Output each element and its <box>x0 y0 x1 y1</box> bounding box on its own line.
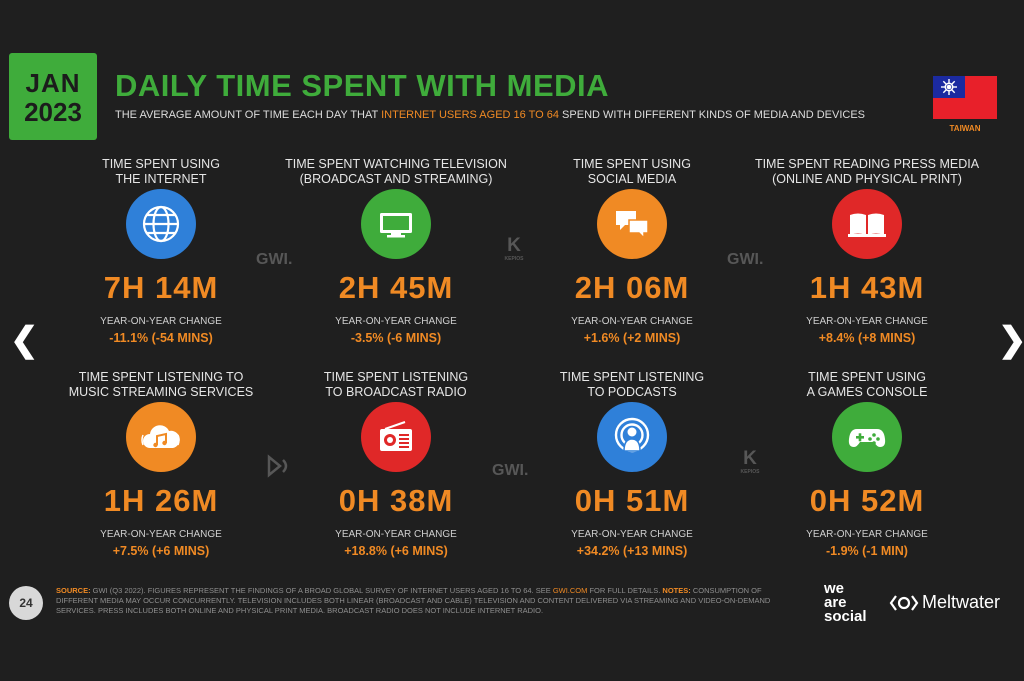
yoy-label: YEAR-ON-YEAR CHANGE <box>571 316 693 327</box>
date-badge: JAN 2023 <box>9 53 97 140</box>
country-label: TAIWAN <box>949 124 981 133</box>
card-value: 0H 51M <box>574 483 690 518</box>
source-notes: SOURCE: GWI (Q3 2022). FIGURES REPRESENT… <box>56 586 801 616</box>
yoy-label: YEAR-ON-YEAR CHANGE <box>571 529 693 540</box>
kepios-text: KEPIOS <box>504 256 524 262</box>
card-label: TIME SPENT WATCHING TELEVISION (BROADCAS… <box>285 157 507 186</box>
card-value: 2H 06M <box>574 270 690 305</box>
card-label: TIME SPENT LISTENING TO BROADCAST RADIO <box>323 370 469 399</box>
yoy-change: +34.2% (+13 MINS) <box>576 544 688 558</box>
datareportal-watermark-icon <box>266 454 292 483</box>
yoy-label: YEAR-ON-YEAR CHANGE <box>806 529 928 540</box>
subtitle-text-end: SPEND WITH DIFFERENT KINDS OF MEDIA AND … <box>559 109 866 121</box>
page-title: DAILY TIME SPENT WITH MEDIA <box>115 68 610 103</box>
page-subtitle: THE AVERAGE AMOUNT OF TIME EACH DAY THAT… <box>115 109 865 121</box>
source-link[interactable]: GWI.COM <box>552 586 588 595</box>
radio-icon <box>361 402 431 472</box>
yoy-change: -1.9% (-1 MIN) <box>826 544 908 558</box>
source-text: GWI (Q3 2022). FIGURES REPRESENT THE FIN… <box>90 586 553 595</box>
yoy-label: YEAR-ON-YEAR CHANGE <box>806 316 928 327</box>
yoy-label: YEAR-ON-YEAR CHANGE <box>335 316 457 327</box>
source-key: SOURCE: <box>56 586 91 595</box>
notes-text: CONSUMPTION OF DIFFERENT MEDIA MAY OCCUR… <box>56 586 771 615</box>
yoy-change: +18.8% (+6 MINS) <box>344 544 448 558</box>
card-social-media: TIME SPENT USING SOCIAL MEDIA 2H 06M YEA… <box>514 157 750 345</box>
card-label: TIME SPENT LISTENING TO PODCASTS <box>559 370 705 399</box>
card-label: TIME SPENT READING PRESS MEDIA (ONLINE A… <box>754 157 980 186</box>
logo-line: social <box>824 608 867 625</box>
card-value: 0H 38M <box>338 483 454 518</box>
meltwater-text: Meltwater <box>922 592 1001 612</box>
yoy-label: YEAR-ON-YEAR CHANGE <box>100 529 222 540</box>
badge-year: 2023 <box>24 97 82 127</box>
kepios-watermark: K KEPIOS <box>503 235 525 263</box>
card-press-media: TIME SPENT READING PRESS MEDIA (ONLINE A… <box>749 157 985 345</box>
card-label: TIME SPENT USING SOCIAL MEDIA <box>573 157 691 186</box>
kepios-text: KEPIOS <box>740 469 760 475</box>
subtitle-text: THE AVERAGE AMOUNT OF TIME EACH DAY THAT <box>115 109 382 121</box>
book-icon <box>832 189 902 259</box>
yoy-change: +1.6% (+2 MINS) <box>583 331 681 345</box>
prev-slide-arrow-icon[interactable]: ❮ <box>10 321 39 359</box>
kepios-k-icon: K <box>507 235 521 256</box>
taiwan-flag-icon <box>933 76 997 119</box>
kepios-k-icon: K <box>743 448 757 469</box>
yoy-change: +8.4% (+8 MINS) <box>818 331 916 345</box>
yoy-label: YEAR-ON-YEAR CHANGE <box>100 316 222 327</box>
yoy-change: -3.5% (-6 MINS) <box>350 331 442 345</box>
music-cloud-icon <box>126 402 196 472</box>
card-value: 1H 26M <box>103 483 219 518</box>
globe-icon <box>126 189 196 259</box>
notes-key: NOTES: <box>662 586 691 595</box>
card-label: TIME SPENT USING THE INTERNET <box>102 157 220 186</box>
podcast-icon <box>597 402 667 472</box>
gwi-watermark: GWI. <box>492 462 529 479</box>
card-value: 0H 52M <box>809 483 925 518</box>
card-value: 2H 45M <box>338 270 454 305</box>
yoy-change: +7.5% (+6 MINS) <box>112 544 210 558</box>
card-games-console: TIME SPENT USING A GAMES CONSOLE 0H 52M … <box>749 370 985 558</box>
card-label: TIME SPENT LISTENING TO MUSIC STREAMING … <box>68 370 254 399</box>
card-broadcast-radio: TIME SPENT LISTENING TO BROADCAST RADIO … <box>278 370 514 558</box>
tv-icon <box>361 189 431 259</box>
gwi-watermark: GWI. <box>727 251 764 268</box>
gwi-watermark: GWI. <box>256 251 293 268</box>
next-slide-arrow-icon[interactable]: ❯ <box>998 321 1024 359</box>
badge-month: JAN <box>25 68 81 98</box>
we-are-social-logo: we are social <box>824 580 867 625</box>
card-television: TIME SPENT WATCHING TELEVISION (BROADCAS… <box>278 157 514 345</box>
card-value: 1H 43M <box>809 270 925 305</box>
gamepad-icon <box>832 402 902 472</box>
card-label: TIME SPENT USING A GAMES CONSOLE <box>806 370 928 399</box>
logo-line: we <box>824 580 845 597</box>
chat-icon <box>597 189 667 259</box>
card-podcasts: TIME SPENT LISTENING TO PODCASTS 0H 51M … <box>514 370 750 558</box>
meltwater-logo: Meltwater <box>889 592 1000 613</box>
meltwater-mark-icon <box>889 595 919 611</box>
source-text-2: FOR FULL DETAILS. <box>587 586 663 595</box>
card-music-streaming: TIME SPENT LISTENING TO MUSIC STREAMING … <box>43 370 279 558</box>
yoy-change: -11.1% (-54 MINS) <box>109 331 213 345</box>
card-value: 7H 14M <box>103 270 219 305</box>
subtitle-highlight: INTERNET USERS AGED 16 TO 64 <box>381 109 559 121</box>
logo-line: are <box>824 594 847 611</box>
card-internet: TIME SPENT USING THE INTERNET 7H 14M YEA… <box>43 157 279 345</box>
yoy-label: YEAR-ON-YEAR CHANGE <box>335 529 457 540</box>
page-number: 24 <box>9 586 43 620</box>
kepios-watermark: K KEPIOS <box>739 448 761 476</box>
